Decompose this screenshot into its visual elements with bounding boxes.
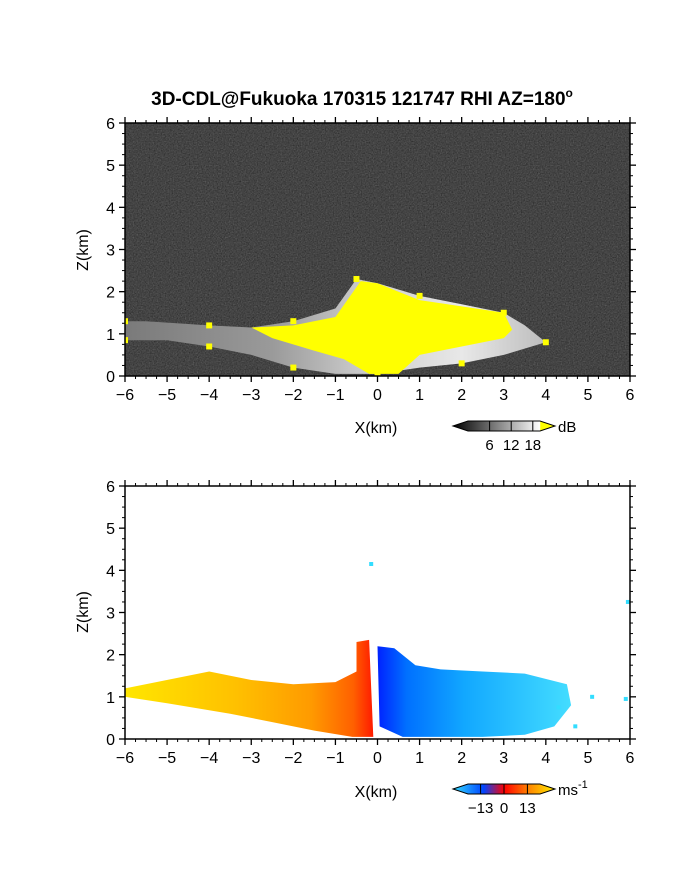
intensity-yellow-speck [290, 364, 297, 371]
intensity-y-tick-label: 2 [106, 285, 115, 302]
intensity-yellow-speck [353, 276, 360, 283]
intensity-yellow-speck [125, 337, 128, 344]
intensity-y-tick-label: 6 [106, 116, 115, 133]
intensity-colorbar: 6 12 18 dB [451, 419, 576, 454]
intensity-x-tick-label: −6 [116, 387, 134, 404]
intensity-x-tick-label: 1 [415, 387, 424, 404]
velocity-y-tick-label: 6 [106, 479, 115, 496]
velocity-x-tick-label: −6 [116, 750, 134, 767]
intensity-y-tick-label: 4 [106, 200, 115, 217]
intensity-yellow-speck [290, 318, 297, 325]
velocity-x-tick-label: 2 [457, 750, 466, 767]
intensity-x-tick-label: 6 [626, 387, 635, 404]
intensity-yellow-specks [125, 276, 549, 376]
intensity-y-axis-label: Z(km) [75, 229, 92, 271]
velocity-x-tick-label: −3 [242, 750, 260, 767]
velocity-x-tick-label: −2 [284, 750, 302, 767]
intensity-x-tick-label: −2 [284, 387, 302, 404]
intensity-colorbar-bar [451, 420, 557, 432]
velocity-y-tick-label: 0 [106, 732, 115, 749]
velocity-isolated-pixel [573, 724, 578, 729]
intensity-colorbar-ticks: 6 12 18 [485, 421, 541, 454]
velocity-ticks: −6 −5 −4 −3 −2 −1 0 1 2 3 4 5 6 0 1 2 3 4 5 6 [106, 479, 636, 767]
velocity-y-tick-label: 4 [106, 563, 115, 580]
intensity-colorbar-tick-label: 18 [524, 437, 541, 454]
velocity-x-tick-label: 5 [583, 750, 592, 767]
velocity-receding-region [125, 639, 374, 737]
intensity-colorbar-unit: dB [558, 419, 576, 436]
velocity-y-axis-label: Z(km) [75, 591, 92, 633]
intensity-yellow-speck [458, 360, 465, 367]
velocity-colorbar-unit: ms-1 [558, 779, 588, 799]
velocity-y-tick-label: 3 [106, 606, 115, 623]
intensity-x-tick-label: 2 [457, 387, 466, 404]
velocity-colorbar-tick-label: 13 [519, 800, 536, 817]
velocity-x-tick-label: 1 [415, 750, 424, 767]
intensity-yellow-speck [206, 322, 213, 329]
intensity-colorbar-tick-label: 12 [503, 437, 520, 454]
velocity-approaching-region [377, 646, 572, 737]
velocity-x-tick-label: 0 [373, 750, 382, 767]
velocity-y-tick-label: 2 [106, 648, 115, 665]
velocity-panel: −6 −5 −4 −3 −2 −1 0 1 2 3 4 5 6 0 1 2 3 4 5 6 X(km) Z(km) −… [75, 479, 636, 817]
velocity-colorbar: −13 0 13 ms-1 [451, 779, 588, 817]
velocity-y-tick-label: 5 [106, 521, 115, 538]
velocity-x-tick-label: −1 [326, 750, 344, 767]
intensity-ticks: −6 −5 −4 −3 −2 −1 0 1 2 3 4 5 6 0 1 2 3 4 5 6 [106, 116, 636, 404]
intensity-x-tick-label: −5 [158, 387, 176, 404]
velocity-x-tick-label: 6 [626, 750, 635, 767]
figure-title: 3D-CDL@Fukuoka 170315 121747 RHI AZ=180o [151, 86, 573, 110]
intensity-yellow-speck [416, 292, 423, 299]
intensity-x-tick-label: −1 [326, 387, 344, 404]
intensity-saturated-region [251, 281, 513, 374]
intensity-y-tick-label: 3 [106, 243, 115, 260]
velocity-isolated-pixel [590, 694, 595, 699]
intensity-yellow-speck [542, 339, 549, 346]
velocity-x-tick-label: −5 [158, 750, 176, 767]
velocity-colorbar-ticks: −13 0 13 [468, 784, 536, 817]
intensity-x-tick-label: −3 [242, 387, 260, 404]
intensity-x-tick-label: 3 [499, 387, 508, 404]
intensity-x-tick-label: 0 [373, 387, 382, 404]
velocity-colorbar-tick-label: −13 [468, 800, 493, 817]
velocity-x-tick-label: 3 [499, 750, 508, 767]
intensity-yellow-speck [206, 343, 213, 350]
intensity-x-tick-label: −4 [200, 387, 218, 404]
intensity-yellow-speck [125, 318, 128, 325]
velocity-colorbar-tick-label: 0 [500, 800, 508, 817]
velocity-isolated-pixels [369, 562, 630, 729]
intensity-y-tick-label: 1 [106, 327, 115, 344]
intensity-y-tick-label: 5 [106, 158, 115, 175]
intensity-x-axis-label: X(km) [355, 420, 398, 437]
intensity-x-tick-label: 4 [541, 387, 550, 404]
velocity-isolated-pixel [625, 599, 630, 604]
intensity-yellow-speck [374, 370, 381, 376]
intensity-x-tick-label: 5 [583, 387, 592, 404]
velocity-y-tick-label: 1 [106, 690, 115, 707]
velocity-x-tick-label: 4 [541, 750, 550, 767]
velocity-isolated-pixel [556, 705, 561, 710]
intensity-y-tick-label: 0 [106, 369, 115, 386]
intensity-yellow-speck [500, 309, 507, 316]
velocity-x-axis-label: X(km) [355, 784, 398, 801]
velocity-x-tick-label: −4 [200, 750, 218, 767]
velocity-isolated-pixel [623, 696, 628, 701]
intensity-colorbar-tick-label: 6 [485, 437, 493, 454]
velocity-isolated-pixel [369, 562, 374, 567]
